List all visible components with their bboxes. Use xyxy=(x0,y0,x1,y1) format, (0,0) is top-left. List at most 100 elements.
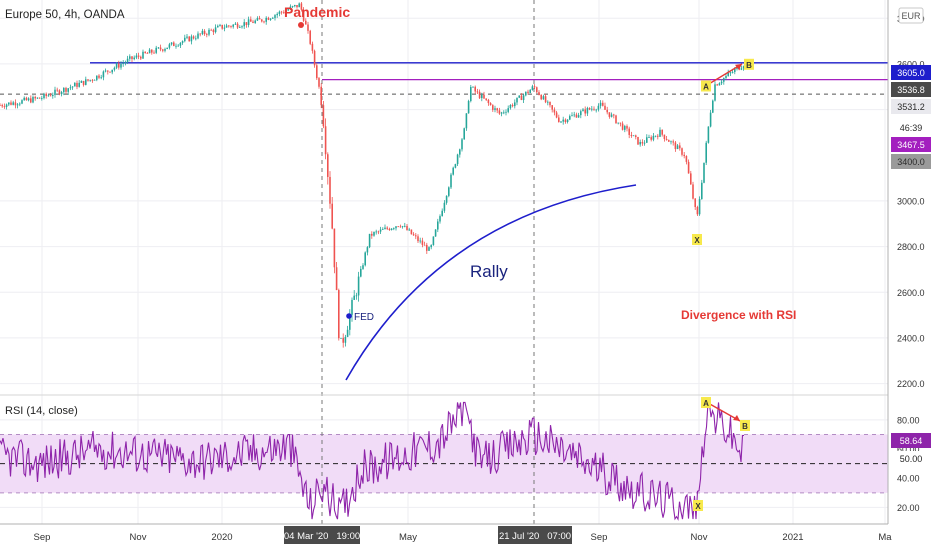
candle-body xyxy=(544,96,547,103)
candle-body xyxy=(520,95,523,101)
candle-body xyxy=(27,98,30,101)
candle-body xyxy=(483,94,485,99)
candle-body xyxy=(742,66,745,69)
candle-body xyxy=(309,30,311,44)
candle-body xyxy=(412,234,415,236)
candle-body xyxy=(56,89,58,91)
candle-body xyxy=(591,108,593,110)
candle-body xyxy=(140,56,142,59)
candle-body xyxy=(410,229,413,235)
candle-body xyxy=(461,139,463,150)
candle-body xyxy=(454,164,457,168)
candle-body xyxy=(241,26,243,28)
candle-body xyxy=(324,126,327,155)
candle-body xyxy=(564,119,567,123)
candle-body xyxy=(283,12,285,13)
price-tick-label: 2800.0 xyxy=(897,242,925,252)
candle-body xyxy=(225,25,228,28)
candle-body xyxy=(45,93,47,96)
candle-body xyxy=(223,27,226,29)
rally-curve[interactable] xyxy=(345,184,637,381)
candle-body xyxy=(206,34,208,35)
currency-button[interactable] xyxy=(898,7,924,24)
candle-body xyxy=(643,142,646,144)
candle-body xyxy=(177,45,179,47)
candle-body xyxy=(201,30,204,35)
candle-body xyxy=(571,115,573,117)
candle-body xyxy=(327,154,329,177)
candle-body xyxy=(604,105,606,110)
candle-body xyxy=(89,79,91,81)
candle-body xyxy=(135,55,138,58)
candle-body xyxy=(657,135,659,137)
price-badge-label: 3605.0 xyxy=(897,68,925,78)
candle-body xyxy=(21,100,23,104)
candlesticks[interactable] xyxy=(0,2,745,348)
candle-body xyxy=(340,337,342,339)
rsi-value-badge-label: 58.64 xyxy=(900,436,923,446)
price-badge-label: 3467.5 xyxy=(897,140,925,150)
candle-body xyxy=(38,97,41,99)
candle-body xyxy=(261,19,263,22)
candle-body xyxy=(47,95,50,97)
candle-body xyxy=(188,36,190,42)
point-x-rsi: X xyxy=(695,502,701,511)
candle-body xyxy=(322,105,325,127)
candle-body xyxy=(239,27,241,28)
candle-body xyxy=(111,69,113,73)
candle-body xyxy=(98,75,100,78)
candle-body xyxy=(318,78,320,87)
candle-body xyxy=(247,19,250,26)
point-b-rsi: B xyxy=(742,422,748,431)
candle-body xyxy=(593,108,595,110)
candle-body xyxy=(696,206,699,215)
candle-body xyxy=(294,5,296,7)
candle-body xyxy=(120,63,122,68)
candle-body xyxy=(415,235,417,237)
candle-body xyxy=(338,290,340,339)
candle-body xyxy=(82,80,85,85)
candle-body xyxy=(654,135,657,137)
candle-body xyxy=(652,135,655,140)
candle-body xyxy=(118,63,120,68)
abx-pattern[interactable]: A B X A B X xyxy=(692,58,754,511)
price-badge-label: 3531.2 xyxy=(897,102,925,112)
candle-body xyxy=(619,122,622,124)
candle-body xyxy=(690,173,692,185)
time-axis-label: Nov xyxy=(691,532,708,543)
candle-body xyxy=(426,244,428,251)
time-axis-labels: Sep Nov 2020 May Sep Nov 2021 Ma xyxy=(34,532,893,543)
candle-body xyxy=(346,329,349,337)
candle-body xyxy=(727,72,729,76)
candle-body xyxy=(610,114,613,117)
candle-body xyxy=(184,37,186,42)
candle-body xyxy=(199,33,201,35)
pandemic-annotation[interactable]: Pandemic xyxy=(284,4,350,20)
candle-body xyxy=(30,98,32,103)
candle-body xyxy=(588,107,591,110)
candle-body xyxy=(195,38,197,40)
candle-body xyxy=(452,167,454,175)
candle-body xyxy=(32,96,34,103)
candle-body xyxy=(74,82,76,87)
candle-body xyxy=(113,67,116,70)
divergence-annotation[interactable]: Divergence with RSI xyxy=(681,308,796,322)
rsi-arrow-head xyxy=(733,415,740,421)
candle-body xyxy=(313,50,316,66)
candle-body xyxy=(124,62,127,64)
fed-annotation[interactable]: FED xyxy=(354,312,374,323)
candle-body xyxy=(395,226,397,229)
candle-body xyxy=(256,18,259,21)
candle-body xyxy=(496,108,498,111)
candle-body xyxy=(701,182,703,200)
horizontal-lines[interactable] xyxy=(0,62,888,494)
time-badge-1 xyxy=(284,526,360,544)
candle-body xyxy=(624,126,626,130)
candle-body xyxy=(406,225,408,231)
candle-body xyxy=(153,52,155,54)
candle-body xyxy=(430,245,432,248)
candle-body xyxy=(382,229,384,230)
candle-body xyxy=(467,101,470,114)
rally-annotation[interactable]: Rally xyxy=(470,262,508,281)
